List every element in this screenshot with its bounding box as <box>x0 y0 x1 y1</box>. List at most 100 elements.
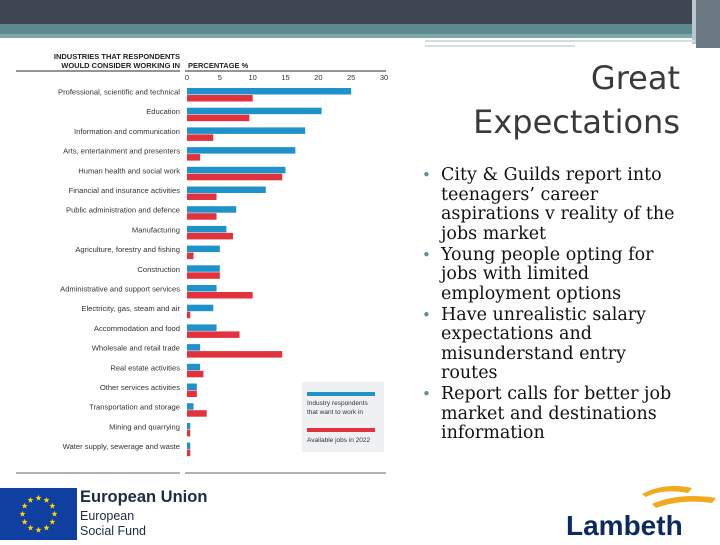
eu-sub-line-2: Social Fund <box>80 524 147 538</box>
category-label: Human health and social work <box>78 166 180 175</box>
x-tick-label: 25 <box>347 73 355 82</box>
eu-star-icon <box>43 524 50 531</box>
corner-block <box>696 0 720 48</box>
industry-header-line-2: WOULD CONSIDER WORKING IN <box>61 61 180 70</box>
bar-want-to-work <box>187 285 217 292</box>
decor-line-2 <box>425 45 575 47</box>
category-label: Wholesale and retail trade <box>92 344 180 353</box>
bar-want-to-work <box>187 225 227 233</box>
eu-star-icon <box>27 496 34 503</box>
x-tick-label: 15 <box>281 73 289 82</box>
slide-title: Great Expectations <box>473 59 680 141</box>
bar-want-to-work <box>187 344 201 351</box>
bar-want-to-work <box>187 206 237 213</box>
legend-swatch-blue <box>307 392 375 396</box>
bar-want-to-work <box>187 88 352 95</box>
category-label: Financial and insurance activities <box>69 186 181 195</box>
eu-star-icon <box>35 494 42 501</box>
header-accent-line <box>0 34 720 38</box>
bar-want-to-work <box>187 442 191 450</box>
bar-available-jobs <box>187 410 207 417</box>
category-label: Accommodation and food <box>94 324 180 333</box>
bar-available-jobs <box>187 292 253 299</box>
category-label: Electricity, gas, steam and air <box>81 304 180 313</box>
bar-available-jobs <box>187 213 217 220</box>
bar-available-jobs <box>187 95 253 102</box>
lambeth-wordmark: Lambeth <box>566 510 683 540</box>
bar-available-jobs <box>187 272 220 279</box>
eu-star-icon <box>27 524 34 531</box>
header-band <box>0 0 720 24</box>
bar-available-jobs <box>187 429 191 437</box>
bar-available-jobs <box>187 311 191 319</box>
eu-star-icon <box>51 510 58 517</box>
category-label: Other services activities <box>100 383 180 392</box>
bar-available-jobs <box>187 114 250 122</box>
category-label: Administrative and support services <box>60 285 180 294</box>
bar-want-to-work <box>187 186 266 193</box>
bar-want-to-work <box>187 363 201 371</box>
bullet-item: Young people opting for jobs with limite… <box>420 245 685 305</box>
bar-want-to-work <box>187 383 197 390</box>
percentage-header: PERCENTAGE % <box>188 61 249 70</box>
eu-star-icon <box>43 496 50 503</box>
bullet-item: Report calls for better job market and d… <box>420 384 685 444</box>
bar-available-jobs <box>187 134 214 141</box>
eu-title: European Union <box>80 488 208 506</box>
bar-available-jobs <box>187 370 204 378</box>
eu-star-icon <box>19 510 26 517</box>
category-label: Manufacturing <box>132 225 180 234</box>
bar-want-to-work <box>187 304 214 312</box>
eu-stars-icon <box>19 494 58 533</box>
bar-available-jobs <box>187 390 197 397</box>
bar-available-jobs <box>187 449 191 457</box>
category-label: Transportation and storage <box>89 403 180 412</box>
legend-label-blue-2: that want to work in <box>307 409 363 416</box>
x-tick-label: 5 <box>218 73 222 82</box>
eu-star-icon <box>49 518 56 525</box>
eu-sub-line-1: European <box>80 509 135 523</box>
bar-want-to-work <box>187 265 220 272</box>
category-label: Arts, entertainment and presenters <box>63 147 180 156</box>
eu-flag-logo <box>0 488 77 540</box>
eu-logo-text: European Union European Social Fund <box>80 488 207 538</box>
decor-line-1 <box>425 40 695 42</box>
bar-want-to-work <box>187 107 322 115</box>
x-tick-label: 30 <box>380 73 388 82</box>
bullet-list: City & Guilds report into teenagers’ car… <box>420 165 685 445</box>
bar-available-jobs <box>187 351 283 358</box>
eu-star-icon <box>21 502 28 509</box>
eu-star-icon <box>21 518 28 525</box>
corner-stripe <box>692 0 696 44</box>
bar-want-to-work <box>187 147 296 154</box>
category-label: Education <box>146 107 180 116</box>
bar-available-jobs <box>187 252 194 260</box>
bar-want-to-work <box>187 245 220 253</box>
category-label: Agriculture, forestry and fishing <box>75 245 180 254</box>
category-label: Mining and quarrying <box>109 422 180 431</box>
legend-swatch-red <box>307 428 375 432</box>
x-tick-label: 20 <box>314 73 322 82</box>
bar-want-to-work <box>187 127 306 134</box>
bar-available-jobs <box>187 232 233 240</box>
lambeth-wave-icon <box>642 486 716 508</box>
header-accent-band <box>0 24 720 34</box>
eu-star-icon <box>49 502 56 509</box>
category-label: Water supply, sewerage and waste <box>63 442 180 451</box>
bar-available-jobs <box>187 193 217 200</box>
category-label: Construction <box>137 265 180 274</box>
lambeth-logo: Lambeth <box>566 486 716 540</box>
bar-available-jobs <box>187 154 201 161</box>
bar-want-to-work <box>187 403 194 410</box>
bar-want-to-work <box>187 166 286 174</box>
bar-want-to-work <box>187 422 191 430</box>
chart-legend: Industry respondents that want to work i… <box>302 382 384 452</box>
category-label: Professional, scientific and technical <box>58 88 180 97</box>
industry-header-line-1: INDUSTRIES THAT RESPONDENTS <box>54 52 180 61</box>
bar-available-jobs <box>187 331 240 338</box>
category-label: Information and communication <box>74 127 180 136</box>
bar-available-jobs <box>187 173 283 181</box>
legend-label-red: Available jobs in 2022 <box>307 437 371 444</box>
category-label: Public administration and defence <box>66 206 180 215</box>
bullet-item: City & Guilds report into teenagers’ car… <box>420 165 685 244</box>
